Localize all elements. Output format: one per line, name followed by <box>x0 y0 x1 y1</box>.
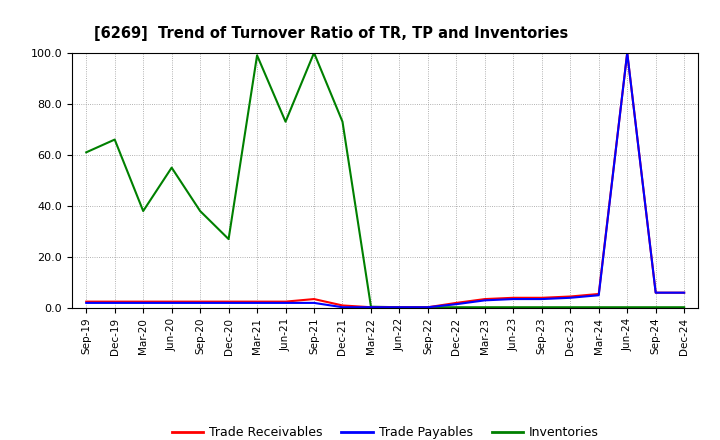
Trade Receivables <box>680 290 688 295</box>
Trade Payables <box>566 295 575 301</box>
Trade Payables <box>225 300 233 305</box>
Legend: Trade Receivables, Trade Payables, Inventories: Trade Receivables, Trade Payables, Inven… <box>166 422 604 440</box>
Inventories <box>537 304 546 310</box>
Inventories <box>338 119 347 125</box>
Trade Payables <box>680 290 688 295</box>
Trade Receivables <box>452 300 461 305</box>
Trade Receivables <box>338 303 347 308</box>
Trade Receivables <box>623 50 631 55</box>
Trade Payables <box>139 300 148 305</box>
Trade Receivables <box>652 290 660 295</box>
Trade Receivables <box>167 299 176 304</box>
Trade Receivables <box>395 304 404 310</box>
Trade Receivables <box>480 297 489 302</box>
Inventories <box>680 304 688 310</box>
Trade Payables <box>623 50 631 55</box>
Trade Receivables <box>310 297 318 302</box>
Trade Receivables <box>566 294 575 299</box>
Inventories <box>139 209 148 214</box>
Inventories <box>623 304 631 310</box>
Trade Receivables <box>537 295 546 301</box>
Trade Payables <box>537 297 546 302</box>
Inventories <box>480 304 489 310</box>
Line: Trade Payables: Trade Payables <box>86 53 684 307</box>
Inventories <box>652 304 660 310</box>
Trade Payables <box>282 300 290 305</box>
Trade Receivables <box>225 299 233 304</box>
Trade Payables <box>423 304 432 310</box>
Inventories <box>253 53 261 58</box>
Text: [6269]  Trend of Turnover Ratio of TR, TP and Inventories: [6269] Trend of Turnover Ratio of TR, TP… <box>94 26 568 41</box>
Trade Payables <box>338 304 347 310</box>
Trade Receivables <box>366 304 375 310</box>
Trade Payables <box>395 304 404 310</box>
Inventories <box>282 119 290 125</box>
Trade Payables <box>167 300 176 305</box>
Trade Receivables <box>110 299 119 304</box>
Inventories <box>452 304 461 310</box>
Trade Receivables <box>423 304 432 310</box>
Inventories <box>167 165 176 170</box>
Trade Payables <box>480 298 489 303</box>
Trade Payables <box>509 297 518 302</box>
Trade Payables <box>310 300 318 305</box>
Trade Receivables <box>253 299 261 304</box>
Inventories <box>595 304 603 310</box>
Inventories <box>423 304 432 310</box>
Trade Receivables <box>595 291 603 297</box>
Trade Payables <box>196 300 204 305</box>
Trade Payables <box>82 300 91 305</box>
Trade Payables <box>110 300 119 305</box>
Inventories <box>395 304 404 310</box>
Trade Payables <box>452 301 461 307</box>
Trade Receivables <box>196 299 204 304</box>
Trade Payables <box>366 304 375 310</box>
Trade Receivables <box>282 299 290 304</box>
Line: Inventories: Inventories <box>86 53 684 307</box>
Inventories <box>310 50 318 55</box>
Trade Receivables <box>139 299 148 304</box>
Inventories <box>225 236 233 242</box>
Line: Trade Receivables: Trade Receivables <box>86 53 684 307</box>
Trade Payables <box>253 300 261 305</box>
Inventories <box>110 137 119 142</box>
Inventories <box>196 209 204 214</box>
Inventories <box>82 150 91 155</box>
Trade Payables <box>652 290 660 295</box>
Inventories <box>366 304 375 309</box>
Inventories <box>509 304 518 310</box>
Trade Receivables <box>82 299 91 304</box>
Trade Payables <box>595 293 603 298</box>
Inventories <box>566 304 575 310</box>
Trade Receivables <box>509 295 518 301</box>
